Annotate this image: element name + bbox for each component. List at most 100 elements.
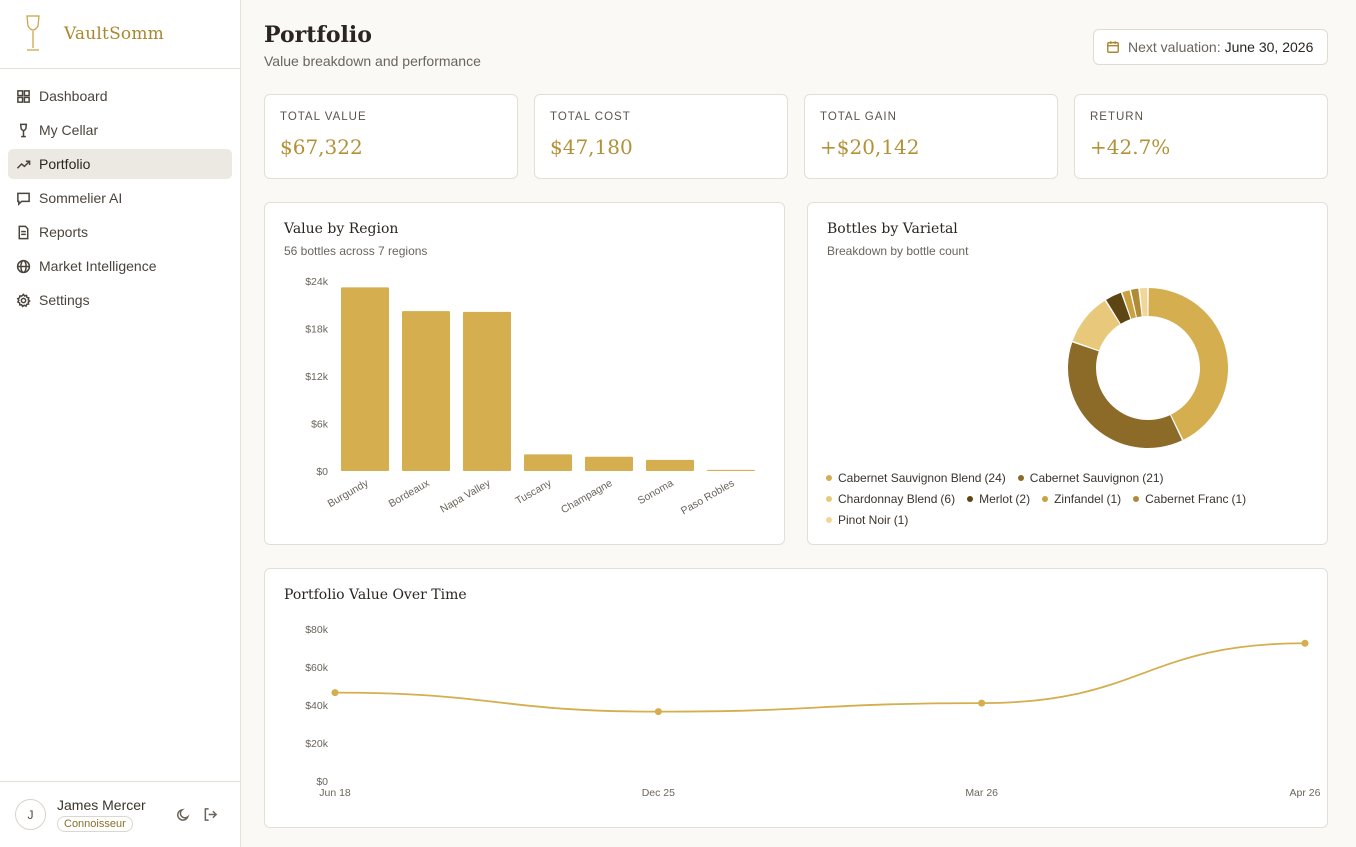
user-meta: James Mercer Connoisseur <box>57 797 146 832</box>
legend-swatch <box>1017 475 1024 481</box>
pie-slice[interactable] <box>1072 300 1120 351</box>
legend-item[interactable]: Merlot (2) <box>967 489 1030 510</box>
chart-title: Value by Region <box>284 221 399 237</box>
pie-slice[interactable] <box>1139 288 1148 317</box>
y-tick-label: $20k <box>305 738 329 750</box>
pie-slice[interactable] <box>1106 292 1131 324</box>
legend-label: Cabernet Sauvignon Blend <box>838 471 982 485</box>
bar[interactable] <box>463 311 511 471</box>
x-tick-label: Tuscany <box>513 477 554 507</box>
legend-count: (1) <box>1231 492 1247 506</box>
page-title: Portfolio <box>264 22 372 48</box>
legend-count: (2) <box>1015 492 1031 506</box>
x-tick-label: Mar 26 <box>965 787 998 799</box>
legend-item[interactable]: Chardonnay Blend (6) <box>826 489 955 510</box>
avatar[interactable]: J <box>15 799 46 830</box>
line-chart: $0 $20k $40k $60k $80k Jun 18 Dec 25 Mar 26 Apr … <box>305 624 1321 799</box>
data-point[interactable] <box>978 699 986 707</box>
sidebar-item-settings[interactable]: Settings <box>8 285 232 315</box>
sidebar-item-sommelier-ai[interactable]: Sommelier AI <box>8 183 232 213</box>
stat-label: Total Gain <box>820 111 897 123</box>
legend-item[interactable]: Cabernet Franc (1) <box>1133 489 1246 510</box>
legend-count: (24) <box>984 471 1006 485</box>
sidebar-item-my-cellar[interactable]: My Cellar <box>8 115 232 145</box>
chart-legend: Cabernet Sauvignon Blend (24) Cabernet Sau… <box>826 468 1296 531</box>
y-tick-label: $24k <box>305 276 329 288</box>
sidebar-item-market-intelligence[interactable]: Market Intelligence <box>8 251 232 281</box>
data-point[interactable] <box>1301 639 1309 647</box>
pie-slice[interactable] <box>1068 342 1182 448</box>
data-point[interactable] <box>654 708 662 716</box>
user-actions <box>176 807 218 822</box>
value-by-region-card: Value by Region 56 bottles across 7 regi… <box>264 202 785 545</box>
y-tick-label: $12k <box>305 371 329 383</box>
stat-card-total-gain: Total Gain +$20,142 <box>804 94 1058 179</box>
calendar-icon <box>1107 41 1119 53</box>
y-tick-label: $40k <box>305 700 329 712</box>
sidebar-item-dashboard[interactable]: Dashboard <box>8 81 232 111</box>
legend-swatch <box>967 496 974 502</box>
legend-item[interactable]: Pinot Noir (1) <box>826 510 908 531</box>
legend-count: (1) <box>893 513 909 527</box>
legend-swatch <box>826 517 832 523</box>
bar-chart: $0 $6k $12k $18k $24k Burgundy Bordeaux Napa Va… <box>305 276 755 517</box>
y-tick-label: $18k <box>305 324 329 336</box>
brand-logo[interactable]: VaultSomm <box>0 0 240 69</box>
y-tick-label: $60k <box>305 662 329 674</box>
legend-label: Chardonnay Blend <box>838 492 938 506</box>
legend-count: (21) <box>1142 471 1164 485</box>
x-tick-label: Jun 18 <box>319 787 351 799</box>
y-tick-label: $6k <box>311 419 329 431</box>
bar[interactable] <box>585 456 633 471</box>
chat-icon <box>17 192 30 206</box>
stat-value: $47,180 <box>550 135 633 159</box>
logout-icon[interactable] <box>203 807 218 822</box>
sidebar-item-label: Settings <box>39 292 90 308</box>
sidebar-item-label: Market Intelligence <box>39 258 157 274</box>
stat-card-total-cost: Total Cost $47,180 <box>534 94 788 179</box>
pie-slice[interactable] <box>1130 288 1142 318</box>
legend-item[interactable]: Zinfandel (1) <box>1042 489 1121 510</box>
legend-count: (6) <box>940 492 956 506</box>
legend-item[interactable]: Cabernet Sauvignon (21) <box>1017 468 1164 489</box>
x-tick-label: Sonoma <box>636 477 676 507</box>
bar[interactable] <box>646 459 694 471</box>
legend-label: Zinfandel <box>1054 492 1104 506</box>
valuation-date: June 30, 2026 <box>1224 39 1314 55</box>
y-tick-label: $0 <box>316 466 328 478</box>
x-tick-label: Paso Robles <box>679 477 737 517</box>
gear-icon <box>16 292 31 307</box>
bar[interactable] <box>402 311 450 471</box>
next-valuation-button[interactable]: Next valuation: June 30, 2026 <box>1093 29 1328 65</box>
legend-item[interactable]: Cabernet Sauvignon Blend (24) <box>826 468 1006 489</box>
stat-label: Return <box>1090 111 1144 123</box>
x-tick-label: Napa Valley <box>438 477 493 516</box>
sidebar: VaultSomm Dashboard My Cellar Portfolio … <box>0 0 241 847</box>
stat-label: Total Cost <box>550 111 631 123</box>
x-tick-label: Apr 26 <box>1290 787 1321 799</box>
stat-card-total-value: Total Value $67,322 <box>264 94 518 179</box>
brand-name: VaultSomm <box>64 24 164 44</box>
pie-slice[interactable] <box>1148 288 1228 440</box>
globe-icon <box>16 259 31 273</box>
sidebar-item-label: Sommelier AI <box>39 190 123 206</box>
legend-count: (1) <box>1106 492 1122 506</box>
bar[interactable] <box>524 454 572 471</box>
legend-label: Pinot Noir <box>838 513 891 527</box>
stat-value: +$20,142 <box>820 135 920 159</box>
wine-glass-icon <box>26 15 40 51</box>
data-point[interactable] <box>331 689 339 697</box>
pie-slice[interactable] <box>1122 290 1136 319</box>
bar[interactable] <box>707 469 755 471</box>
user-name: James Mercer <box>57 797 146 813</box>
page-subtitle: Value breakdown and performance <box>264 53 481 69</box>
chart-subtitle: Breakdown by bottle count <box>827 244 969 258</box>
user-profile: J James Mercer Connoisseur <box>0 781 240 847</box>
moon-icon[interactable] <box>176 807 191 822</box>
bar[interactable] <box>341 287 389 471</box>
sidebar-item-portfolio[interactable]: Portfolio <box>8 149 232 179</box>
x-tick-label: Champagne <box>559 477 615 516</box>
sidebar-item-reports[interactable]: Reports <box>8 217 232 247</box>
sidebar-item-label: Reports <box>39 224 89 240</box>
sidebar-item-label: Portfolio <box>39 156 91 172</box>
